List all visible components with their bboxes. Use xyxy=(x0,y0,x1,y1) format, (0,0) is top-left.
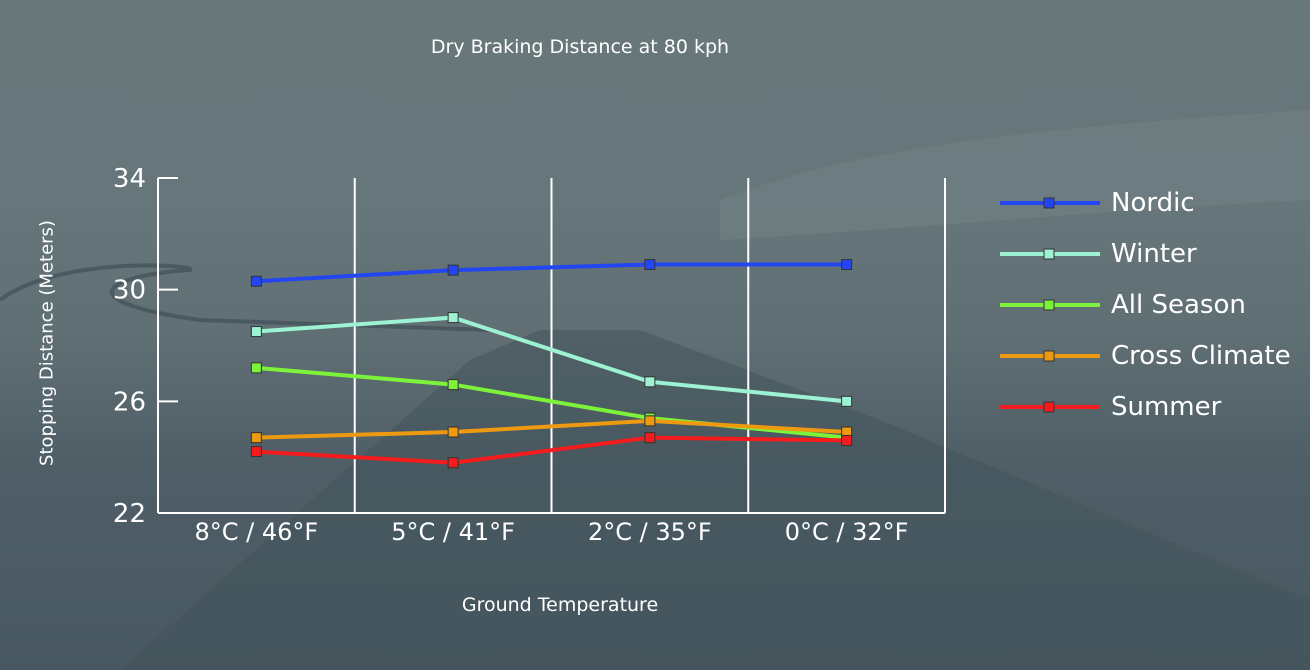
legend-swatch-icon xyxy=(1000,299,1100,310)
data-point-marker xyxy=(250,362,262,374)
data-point-marker xyxy=(644,415,656,427)
legend-label: Cross Climate xyxy=(1111,340,1291,371)
series-line xyxy=(256,262,847,284)
x-axis-label: Ground Temperature xyxy=(461,594,659,616)
data-point-marker xyxy=(447,426,459,438)
x-tick-label: 2°C / 35°F xyxy=(588,518,712,546)
legend-label: Summer xyxy=(1111,391,1222,422)
data-point-marker xyxy=(447,264,459,276)
data-point-marker xyxy=(644,376,656,388)
data-point-marker xyxy=(841,259,853,271)
legend-label: All Season xyxy=(1111,289,1246,320)
legend-swatch-icon xyxy=(1000,350,1100,361)
legend-swatch-icon xyxy=(1000,248,1100,259)
data-point-marker xyxy=(447,457,459,469)
x-tick-label: 8°C / 46°F xyxy=(195,518,319,546)
y-tick-label: 30 xyxy=(113,276,146,306)
data-point-marker xyxy=(250,326,262,338)
series-line xyxy=(256,418,847,440)
chart-legend: Nordic Winter All Season Cross Climate Summe… xyxy=(1000,177,1291,432)
series-line xyxy=(256,315,847,404)
chart-title: Dry Braking Distance at 80 kph xyxy=(430,36,730,58)
data-point-marker xyxy=(644,432,656,444)
legend-label: Nordic xyxy=(1111,187,1195,218)
x-tick-label: 5°C / 41°F xyxy=(391,518,515,546)
data-point-marker xyxy=(447,312,459,324)
data-point-marker xyxy=(841,434,853,446)
legend-item: Summer xyxy=(1000,381,1291,432)
x-tick-label: 0°C / 32°F xyxy=(785,518,909,546)
legend-swatch-icon xyxy=(1000,197,1100,208)
legend-item: All Season xyxy=(1000,279,1291,330)
legend-label: Winter xyxy=(1111,238,1197,269)
data-point-marker xyxy=(447,379,459,391)
legend-swatch-icon xyxy=(1000,401,1100,412)
y-tick-label: 22 xyxy=(113,499,146,529)
legend-item: Nordic xyxy=(1000,177,1291,228)
data-point-marker xyxy=(841,395,853,407)
y-tick-label: 34 xyxy=(113,164,146,194)
data-point-marker xyxy=(644,259,656,271)
series-line xyxy=(256,435,847,465)
y-tick-label: 26 xyxy=(113,387,146,417)
legend-item: Cross Climate xyxy=(1000,330,1291,381)
data-point-marker xyxy=(250,275,262,287)
data-point-marker xyxy=(250,432,262,444)
data-point-marker xyxy=(250,446,262,458)
legend-item: Winter xyxy=(1000,228,1291,279)
